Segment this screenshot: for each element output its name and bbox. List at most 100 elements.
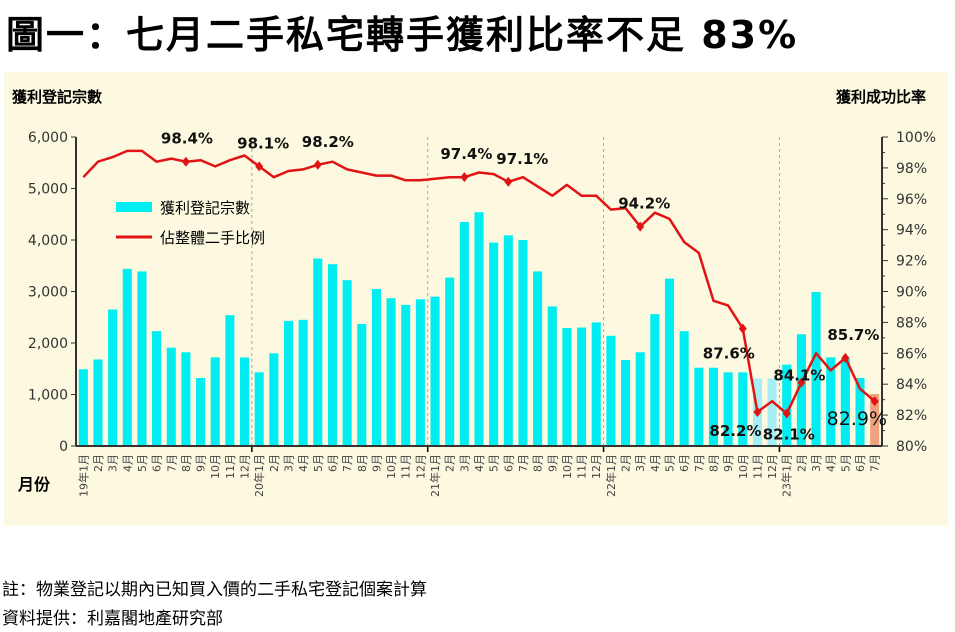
x-tick-label: 11月 xyxy=(751,454,764,479)
bar xyxy=(679,331,689,446)
x-tick-label: 4月 xyxy=(473,454,486,472)
x-tick-label: 6月 xyxy=(151,454,164,472)
bar xyxy=(239,357,250,446)
x-tick-label: 2月 xyxy=(620,454,633,472)
x-tick-label: 5月 xyxy=(664,454,677,472)
bar xyxy=(694,367,704,446)
bar xyxy=(371,288,381,446)
bar xyxy=(430,296,440,446)
x-tick-label: 9月 xyxy=(546,454,559,472)
x-tick-label: 9月 xyxy=(370,454,383,472)
x-tick-label: 3月 xyxy=(282,454,295,472)
right-tick-label: 100% xyxy=(896,130,936,146)
right-tick-label: 88% xyxy=(896,315,927,331)
ratio-marker xyxy=(782,408,791,419)
bar xyxy=(723,372,733,446)
x-tick-label: 11月 xyxy=(224,454,237,479)
bar xyxy=(796,334,806,446)
ratio-data-label: 98.1% xyxy=(237,134,289,152)
combo-chart: 獲利登記宗數 獲利成功比率 月份 0 1,000 2,000 3,000 4,000 5,… xyxy=(12,88,936,497)
x-tick-label: 3月 xyxy=(458,454,471,472)
x-tick-label: 10月 xyxy=(385,454,398,479)
x-axis-title: 月份 xyxy=(17,475,51,494)
x-tick-label: 6月 xyxy=(502,454,515,472)
bar xyxy=(445,277,455,446)
x-tick-label: 23年1月 xyxy=(780,454,794,497)
ratio-marker xyxy=(738,323,747,334)
x-tick-label: 7月 xyxy=(165,454,178,472)
bar xyxy=(93,359,103,446)
bar xyxy=(225,315,235,446)
right-tick-label: 80% xyxy=(896,439,927,455)
ratio-data-label: 87.6% xyxy=(703,345,755,363)
bar xyxy=(635,352,645,446)
bar xyxy=(122,268,132,446)
right-axis-title: 獲利成功比率 xyxy=(836,88,926,106)
bar xyxy=(826,357,836,446)
x-tick-label: 5月 xyxy=(839,454,852,472)
bar xyxy=(855,378,865,446)
bar xyxy=(137,271,147,446)
x-tick-label: 7月 xyxy=(693,454,706,472)
x-tick-label: 2月 xyxy=(795,454,808,472)
x-tick-label: 12月 xyxy=(239,454,252,479)
bar xyxy=(313,258,323,446)
x-tick-label: 11月 xyxy=(400,454,413,479)
x-tick-label: 3月 xyxy=(810,454,823,472)
x-tick-label: 3月 xyxy=(107,454,120,472)
bar xyxy=(591,322,601,446)
bar xyxy=(181,352,191,446)
bar xyxy=(621,359,631,446)
ratio-data-label: 98.4% xyxy=(161,130,213,148)
x-tick-label: 12月 xyxy=(414,454,427,479)
bar xyxy=(738,372,748,446)
bar xyxy=(254,372,264,446)
right-tick-label: 82% xyxy=(896,408,927,424)
ratio-marker xyxy=(255,161,264,172)
bar xyxy=(196,378,206,446)
left-tick-label: 4,000 xyxy=(28,233,68,249)
right-tick-label: 96% xyxy=(896,192,927,208)
ratio-data-label: 82.1% xyxy=(763,426,815,444)
x-tick-label: 7月 xyxy=(341,454,354,472)
bar xyxy=(342,280,352,446)
legend: 獲利登記宗數 佔整體二手比例 xyxy=(116,199,265,247)
bar xyxy=(518,240,528,446)
bar xyxy=(357,323,367,446)
bar xyxy=(152,331,162,446)
x-tick-label: 7月 xyxy=(869,454,882,472)
right-tick-label: 94% xyxy=(896,223,927,239)
x-tick-label: 5月 xyxy=(312,454,325,472)
bar xyxy=(459,221,469,446)
x-tick-label: 8月 xyxy=(532,454,545,472)
bar xyxy=(474,212,484,446)
ratio-marker xyxy=(870,396,879,407)
bar xyxy=(533,271,543,446)
ratio-data-label: 98.2% xyxy=(302,133,354,151)
ratio-marker xyxy=(797,377,806,388)
bar xyxy=(327,264,337,446)
bar xyxy=(562,328,572,446)
left-tick-label: 0 xyxy=(59,439,68,455)
right-tick-label: 90% xyxy=(896,285,927,301)
x-tick-label: 2月 xyxy=(444,454,457,472)
x-tick-label: 8月 xyxy=(180,454,193,472)
x-tick-label: 4月 xyxy=(297,454,310,472)
x-tick-label: 6月 xyxy=(326,454,339,472)
bar xyxy=(547,306,557,446)
bar xyxy=(708,367,719,446)
bar xyxy=(664,278,675,446)
ratio-data-label: 84.1% xyxy=(773,367,825,385)
bar xyxy=(166,347,176,446)
bar xyxy=(577,327,587,446)
x-tick-label: 7月 xyxy=(517,454,530,472)
bar xyxy=(78,369,88,446)
ratio-data-label: 85.7% xyxy=(827,326,879,344)
bar xyxy=(489,242,499,446)
chart-panel: 獲利登記宗數 獲利成功比率 月份 0 1,000 2,000 3,000 4,000 5,… xyxy=(4,72,948,526)
bar xyxy=(606,335,616,446)
x-tick-label: 2月 xyxy=(268,454,281,472)
bar xyxy=(811,292,821,446)
ratio-marker xyxy=(841,352,850,363)
left-axis-title: 獲利登記宗數 xyxy=(12,88,102,106)
